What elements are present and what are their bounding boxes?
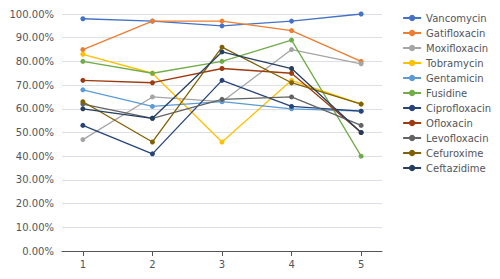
- svg-text:Gentamicin: Gentamicin: [426, 73, 483, 84]
- svg-text:4: 4: [288, 259, 294, 270]
- svg-text:Moxifloxacin: Moxifloxacin: [426, 43, 488, 54]
- svg-text:10.00%: 10.00%: [16, 222, 54, 233]
- svg-text:2: 2: [149, 259, 155, 270]
- svg-text:Ceftazidime: Ceftazidime: [426, 163, 486, 174]
- svg-text:40.00%: 40.00%: [16, 151, 54, 162]
- svg-text:60.00%: 60.00%: [16, 103, 54, 114]
- svg-text:5: 5: [358, 259, 364, 270]
- svg-text:Cefuroxime: Cefuroxime: [426, 148, 483, 159]
- svg-text:3: 3: [219, 259, 225, 270]
- svg-text:30.00%: 30.00%: [16, 174, 54, 185]
- svg-text:90.00%: 90.00%: [16, 32, 54, 43]
- svg-text:Tobramycin: Tobramycin: [425, 58, 483, 69]
- svg-text:Vancomycin: Vancomycin: [426, 13, 486, 24]
- svg-text:Fusidine: Fusidine: [426, 88, 467, 99]
- svg-text:Levofloxacin: Levofloxacin: [426, 133, 488, 144]
- svg-text:80.00%: 80.00%: [16, 56, 54, 67]
- svg-text:Ciprofloxacin: Ciprofloxacin: [426, 103, 491, 114]
- svg-text:100.00%: 100.00%: [10, 9, 55, 20]
- svg-text:Ofloxacin: Ofloxacin: [426, 118, 473, 129]
- svg-text:0.00%: 0.00%: [22, 246, 54, 257]
- svg-text:50.00%: 50.00%: [16, 127, 54, 138]
- svg-text:70.00%: 70.00%: [16, 80, 54, 91]
- svg-text:Gatifloxacin: Gatifloxacin: [426, 28, 485, 39]
- svg-text:20.00%: 20.00%: [16, 198, 54, 209]
- svg-text:1: 1: [80, 259, 86, 270]
